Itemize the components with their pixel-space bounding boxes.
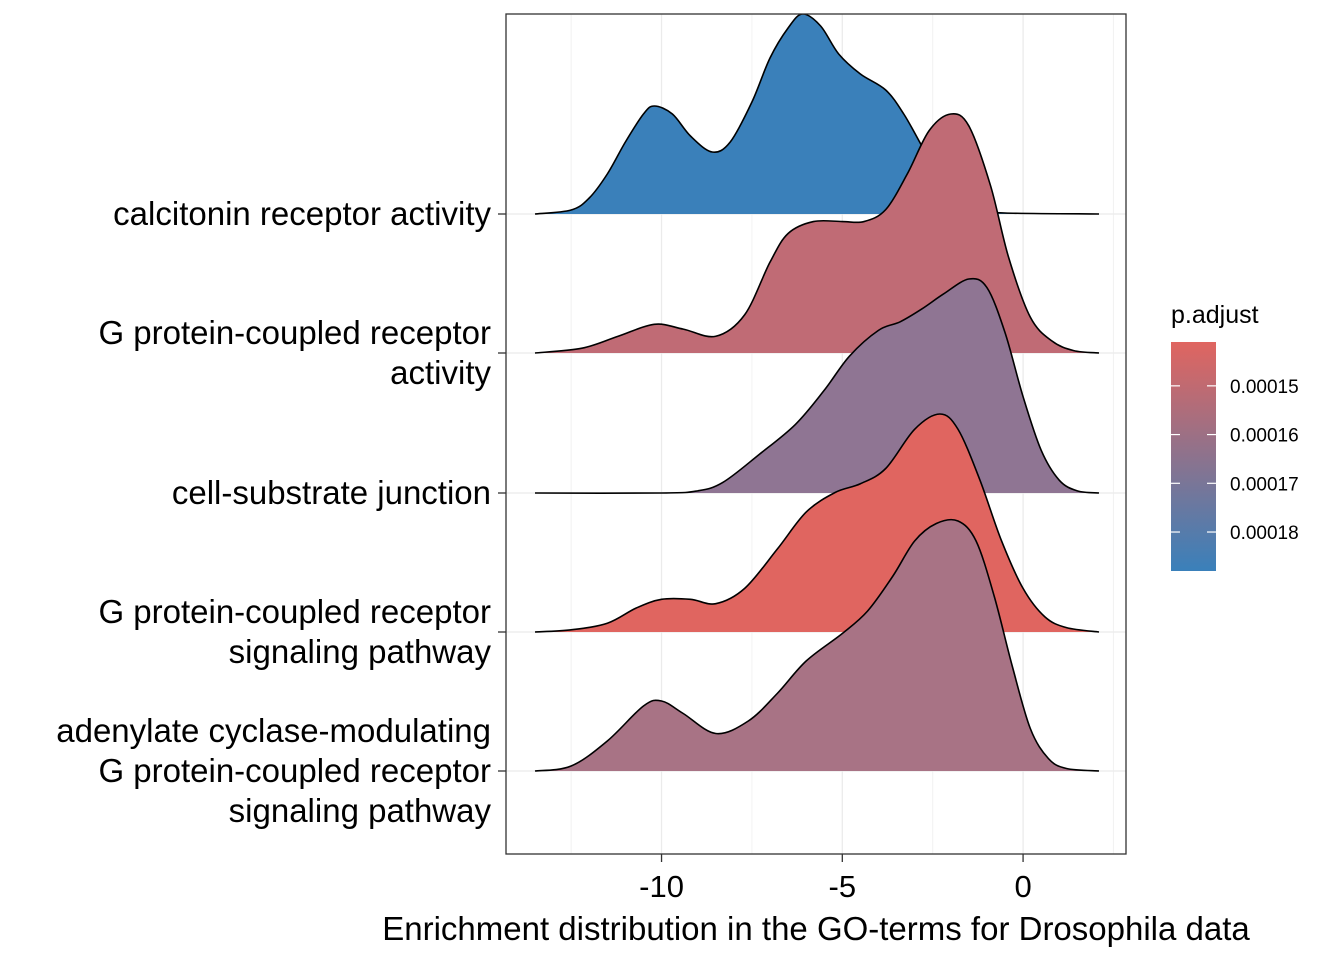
x-tick-label: 0 (1014, 869, 1031, 904)
legend-tick-label: 0.00016 (1230, 426, 1299, 447)
legend-title: p.adjust (1171, 301, 1259, 329)
category-label-line: G protein-coupled receptor (98, 314, 491, 351)
category-label: G protein-coupled receptor signaling path… (98, 593, 491, 670)
category-label-line: signaling pathway (229, 633, 492, 670)
category-label-line: activity (390, 354, 491, 391)
ridge-outline (534, 277, 1100, 494)
x-axis: -10 -5 0 (639, 854, 1032, 904)
category-label-line: calcitonin receptor activity (113, 195, 491, 232)
category-label-line: cell-substrate junction (172, 474, 491, 511)
x-axis-title: Enrichment distribution in the GO-terms … (382, 910, 1250, 947)
ridge-outline (534, 112, 1100, 354)
legend-ticks: 0.00015 0.00016 0.00017 0.00018 (1171, 377, 1299, 544)
category-label: cell-substrate junction (172, 474, 491, 511)
category-label-line: G protein-coupled receptor (98, 752, 491, 789)
panel-border (505, 13, 1127, 855)
ridge-outline (534, 518, 1100, 772)
ridge-5 (534, 518, 1100, 772)
legend-tick-label: 0.00018 (1230, 523, 1299, 544)
category-labels: calcitonin receptor activity G protein-co… (56, 195, 506, 829)
ridge-fill (535, 519, 1099, 771)
category-label-line: G protein-coupled receptor (98, 593, 491, 630)
ridge-outline (534, 413, 1100, 633)
color-legend: p.adjust 0.00015 0.00016 0.00017 0.00018 (1171, 301, 1299, 571)
legend-tick-label: 0.00017 (1230, 474, 1299, 495)
x-tick-label: -10 (639, 869, 684, 904)
ridges (534, 14, 1100, 772)
ridge-fill (535, 14, 1099, 214)
x-tick-label: -5 (829, 869, 857, 904)
legend-colorbar (1171, 342, 1216, 571)
category-label-line: signaling pathway (229, 792, 492, 829)
legend-tick-label: 0.00015 (1230, 377, 1299, 398)
category-label: adenylate cyclase-modulating G protein-co… (56, 712, 491, 829)
category-label: calcitonin receptor activity (113, 195, 491, 232)
category-label-line: adenylate cyclase-modulating (56, 712, 491, 749)
category-label: G protein-coupled receptor activity (98, 314, 491, 391)
